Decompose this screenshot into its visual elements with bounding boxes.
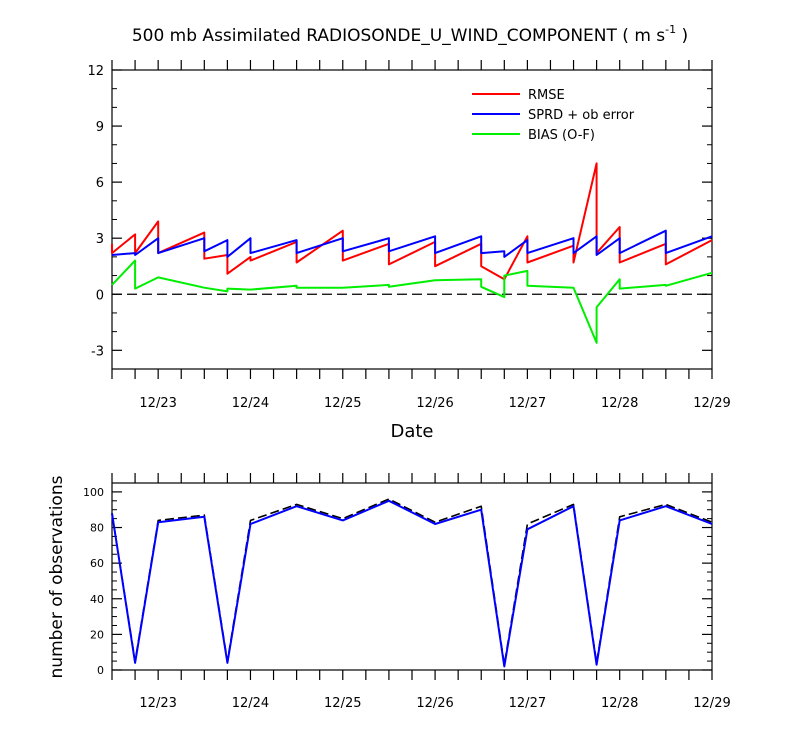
- x-tick-label: 12/28: [601, 696, 638, 711]
- legend-label: SPRD + ob error: [528, 108, 635, 123]
- top-x-axis-label: Date: [390, 421, 433, 442]
- x-tick-label: 12/26: [416, 696, 453, 711]
- y-tick-label: 0: [97, 664, 104, 677]
- chart-title: 500 mb Assimilated RADIOSONDE_U_WIND_COM…: [132, 23, 688, 46]
- x-tick-label: 12/25: [324, 696, 361, 711]
- x-tick-label: 12/27: [509, 696, 546, 711]
- x-tick-label: 12/26: [416, 396, 453, 411]
- bottom-y-axis-label: number of observations: [47, 475, 67, 678]
- legend: RMSE SPRD + ob error BIAS (O-F): [472, 88, 635, 143]
- x-tick-label: 12/25: [324, 396, 361, 411]
- series-line-sprd-ob-error: [111, 229, 713, 258]
- y-tick-label: 100: [83, 486, 104, 499]
- y-tick-label: 3: [96, 232, 104, 247]
- x-tick-label: 12/29: [693, 696, 730, 711]
- plot-frame: [111, 482, 713, 671]
- x-tick-label: 12/28: [601, 396, 638, 411]
- y-tick-label: 20: [90, 628, 104, 641]
- series-line-count: [111, 498, 713, 666]
- series-line-rmse: [111, 162, 713, 281]
- y-tick-label: 6: [96, 176, 104, 191]
- x-tick-label: 12/23: [139, 396, 176, 411]
- y-tick-label: 9: [96, 120, 104, 135]
- y-tick-label: 60: [90, 557, 104, 570]
- y-tick-label: 40: [90, 593, 104, 606]
- bottom-panel: 0 20 40 60 80 100 12/23 12/24 12/25 12/26 12/27 12/…: [83, 473, 731, 711]
- legend-label: RMSE: [528, 88, 565, 103]
- y-tick-label: -3: [91, 344, 104, 359]
- x-tick-label: 12/23: [139, 696, 176, 711]
- top-panel: -3 0 3 6 9 12 12/23 12/24 12/25 12/26 12/27 12/28 12…: [87, 60, 731, 411]
- y-tick-label: 80: [90, 522, 104, 535]
- x-tick-label: 12/24: [232, 396, 269, 411]
- series-line-count-used: [111, 499, 713, 668]
- legend-label: BIAS (O-F): [528, 128, 595, 143]
- x-tick-label: 12/29: [693, 396, 730, 411]
- y-tick-label: 0: [96, 288, 104, 303]
- series-line-bias-o-f-: [111, 259, 713, 344]
- x-tick-label: 12/24: [232, 696, 269, 711]
- x-tick-label: 12/27: [509, 396, 546, 411]
- y-tick-label: 12: [87, 64, 104, 79]
